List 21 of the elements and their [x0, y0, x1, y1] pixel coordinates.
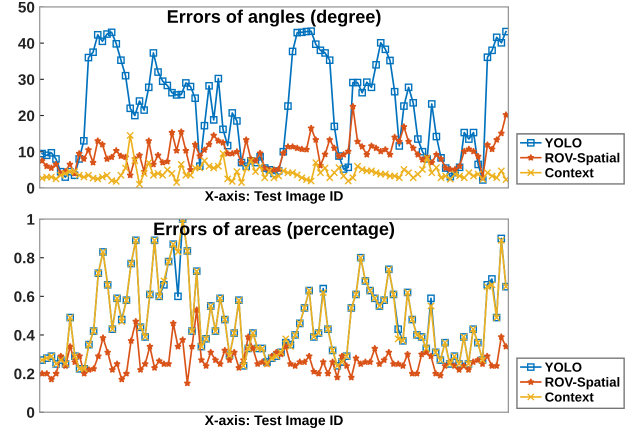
legend-label: ROV-Spatial [546, 377, 620, 390]
y-tick-label: 0.4 [14, 330, 35, 341]
y-tick-label: 0 [26, 182, 34, 194]
y-tick-label: 10 [18, 146, 34, 158]
y-tick-label: 40 [18, 38, 34, 49]
legend-label: YOLO [544, 138, 582, 148]
legend-label: Context [545, 392, 594, 402]
x-axis-title: X-axis: Test Image ID [204, 414, 343, 428]
y-tick-label: 0.8 [14, 252, 34, 264]
chart-title: Errors of angles (degree) [168, 10, 380, 27]
x-axis-title: X-axis: Test Image ID [204, 190, 343, 204]
legend-label: Context [545, 168, 594, 178]
y-tick-label: 0.2 [14, 368, 34, 380]
y-tick-label: 0.6 [14, 291, 34, 302]
y-tick-label: 30 [18, 74, 34, 86]
legend-label: ROV-Spatial [546, 152, 620, 166]
y-tick-label: 0 [26, 407, 34, 418]
legend-label: YOLO [544, 362, 582, 372]
y-tick-label: 50 [18, 2, 34, 13]
y-tick-label: 1 [27, 214, 34, 225]
y-tick-label: 20 [18, 110, 34, 122]
